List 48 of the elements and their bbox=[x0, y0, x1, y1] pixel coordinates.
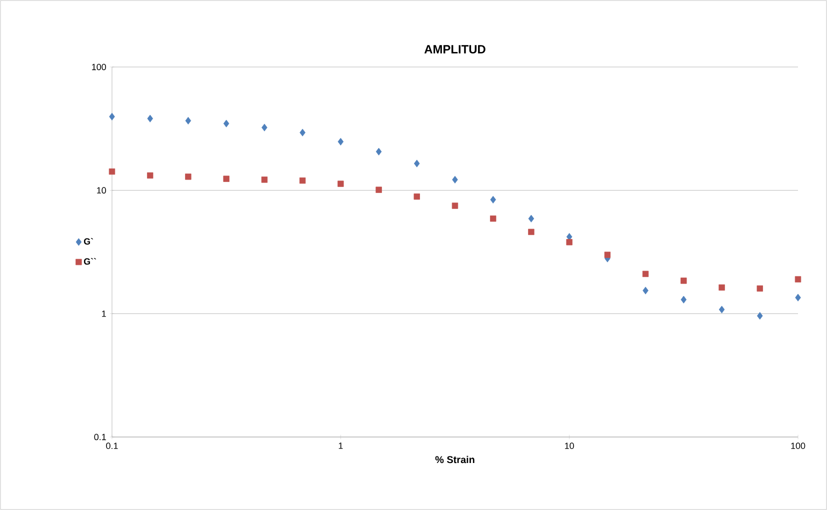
y-tick-label: 100 bbox=[92, 64, 106, 70]
chart-title: AMPLITUD bbox=[424, 45, 486, 54]
point bbox=[414, 193, 420, 200]
point bbox=[147, 172, 154, 179]
point bbox=[109, 112, 115, 120]
x-axis-title: % Strain bbox=[435, 456, 474, 464]
point bbox=[338, 138, 344, 146]
x-tick-label: 10 bbox=[565, 442, 574, 449]
point bbox=[718, 284, 725, 291]
point bbox=[299, 177, 306, 184]
point bbox=[795, 294, 801, 302]
point bbox=[300, 128, 306, 136]
x-tick-label: 1 bbox=[338, 442, 343, 449]
point bbox=[376, 186, 382, 193]
point bbox=[604, 252, 611, 258]
point bbox=[718, 306, 725, 314]
point bbox=[528, 214, 534, 222]
point bbox=[108, 168, 116, 175]
point bbox=[680, 296, 687, 304]
y-tick-label: 0.1 bbox=[94, 434, 106, 440]
point bbox=[414, 160, 420, 168]
point bbox=[452, 202, 458, 209]
point bbox=[223, 120, 230, 128]
point bbox=[262, 124, 268, 132]
point bbox=[261, 176, 268, 183]
point bbox=[376, 148, 382, 156]
x-tick-label: 100 bbox=[791, 442, 806, 449]
point bbox=[794, 276, 802, 282]
point bbox=[185, 116, 192, 124]
point bbox=[642, 270, 649, 278]
point bbox=[185, 174, 192, 180]
x-tick-label: 0.1 bbox=[106, 442, 118, 449]
legend-label: G` bbox=[84, 238, 94, 245]
point bbox=[490, 196, 496, 204]
point bbox=[642, 286, 648, 294]
point bbox=[490, 216, 496, 222]
point bbox=[338, 180, 344, 187]
point bbox=[528, 228, 534, 236]
point bbox=[452, 176, 458, 184]
legend-label: G`` bbox=[84, 258, 96, 265]
point bbox=[756, 285, 763, 292]
y-tick-label: 10 bbox=[97, 187, 106, 194]
point bbox=[680, 278, 687, 284]
point bbox=[223, 176, 230, 182]
point bbox=[566, 239, 572, 246]
point bbox=[147, 114, 154, 122]
y-tick-label: 1 bbox=[102, 310, 106, 317]
point bbox=[756, 312, 763, 320]
